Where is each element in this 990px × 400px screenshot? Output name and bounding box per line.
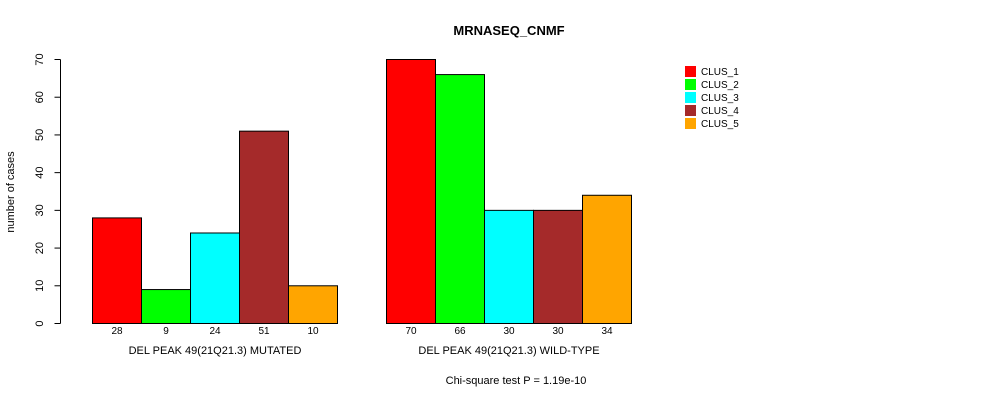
legend-swatch-clus-2 xyxy=(685,79,696,90)
count-label: 10 xyxy=(307,326,319,337)
y-axis-label: number of cases xyxy=(5,151,17,233)
count-label: 66 xyxy=(454,326,466,337)
y-tick-label: 60 xyxy=(34,91,46,103)
bar-clus-2-group-2 xyxy=(435,74,485,325)
count-label: 9 xyxy=(163,326,169,337)
bar-clus-4-group-2 xyxy=(533,209,583,325)
y-tick-label: 10 xyxy=(34,280,46,292)
group-label-2: DEL PEAK 49(21Q21.3) WILD-TYPE xyxy=(418,345,599,357)
count-label: 51 xyxy=(258,326,270,337)
legend-label-clus-5: CLUS_5 xyxy=(701,119,739,130)
bar-clus-2-group-1 xyxy=(141,289,191,324)
bar-clus-5-group-2 xyxy=(582,194,632,324)
count-label: 24 xyxy=(209,326,221,337)
legend-swatch-clus-5 xyxy=(685,118,696,129)
y-tick-label: 20 xyxy=(34,242,46,254)
count-label: 70 xyxy=(405,326,417,337)
legend-label-clus-1: CLUS_1 xyxy=(701,67,739,78)
y-tick-label: 70 xyxy=(34,53,46,65)
bar-clus-4-group-1 xyxy=(239,130,289,324)
chart-title: MRNASEQ_CNMF xyxy=(453,23,564,38)
count-labels: 28 9 24 51 10 70 66 30 30 34 xyxy=(111,326,613,337)
bar-clus-1-group-1 xyxy=(92,217,142,324)
legend-swatch-clus-1 xyxy=(685,66,696,77)
legend-swatch-clus-4 xyxy=(685,105,696,116)
bars xyxy=(92,59,632,325)
y-tick-label: 30 xyxy=(34,204,46,216)
y-tick-label: 40 xyxy=(34,167,46,179)
bar-clus-1-group-2 xyxy=(386,59,436,324)
y-tick-label: 0 xyxy=(34,320,46,326)
legend: CLUS_1 CLUS_2 CLUS_3 CLUS_4 CLUS_5 xyxy=(685,66,739,130)
group-label-1: DEL PEAK 49(21Q21.3) MUTATED xyxy=(129,345,302,357)
y-axis: 0 10 20 30 40 50 60 70 xyxy=(34,53,61,327)
group-labels: DEL PEAK 49(21Q21.3) MUTATED DEL PEAK 49(… xyxy=(129,345,600,357)
legend-label-clus-3: CLUS_3 xyxy=(701,93,739,104)
count-label: 28 xyxy=(111,326,123,337)
legend-swatch-clus-3 xyxy=(685,92,696,103)
legend-label-clus-2: CLUS_2 xyxy=(701,80,739,91)
y-tick-label: 50 xyxy=(34,129,46,141)
count-label: 30 xyxy=(552,326,564,337)
bar-clus-3-group-1 xyxy=(190,232,240,324)
bar-clus-5-group-1 xyxy=(288,285,338,324)
bar-clus-3-group-2 xyxy=(484,209,534,325)
count-label: 30 xyxy=(503,326,515,337)
legend-label-clus-4: CLUS_4 xyxy=(701,106,739,117)
chi-square-footnote: Chi-square test P = 1.19e-10 xyxy=(446,375,587,387)
count-label: 34 xyxy=(601,326,613,337)
